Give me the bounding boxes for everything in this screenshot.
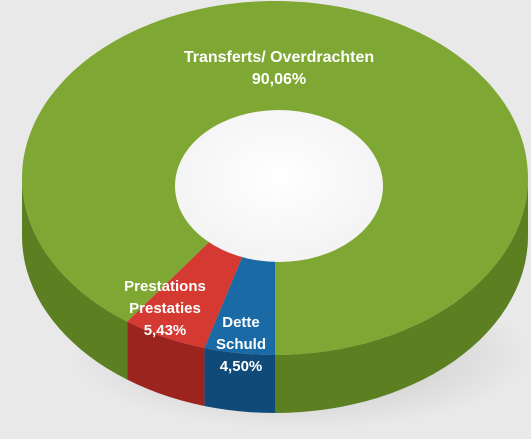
slice-dette-value: 4,50% xyxy=(220,358,263,375)
slice-transferts-side xyxy=(22,178,128,380)
slice-prestations-name: Prestaties xyxy=(129,300,201,317)
slice-sides xyxy=(22,178,528,413)
slice-dette-label: Dette Schuld 4,50% xyxy=(216,314,266,375)
slice-dette-name: Schuld xyxy=(216,336,266,353)
slice-prestations-label: Prestations Prestaties 5,43% xyxy=(124,278,206,339)
slice-dette-side xyxy=(204,348,275,413)
slice-transferts-name: Transferts/ Overdrachten xyxy=(184,49,374,66)
slice-labels: Transferts/ Overdrachten 90,06% Dette Schul… xyxy=(124,49,374,375)
slice-transferts-side xyxy=(275,178,528,413)
slice-transferts-label: Transferts/ Overdrachten 90,06% xyxy=(184,49,374,88)
slice-prestations-value: 5,43% xyxy=(144,322,187,339)
slice-dette-name: Dette xyxy=(222,314,260,331)
slice-transferts-value: 90,06% xyxy=(252,71,306,88)
slice-prestations-name: Prestations xyxy=(124,278,206,295)
slice-prestations-side xyxy=(127,321,205,406)
donut-hole xyxy=(175,110,383,262)
